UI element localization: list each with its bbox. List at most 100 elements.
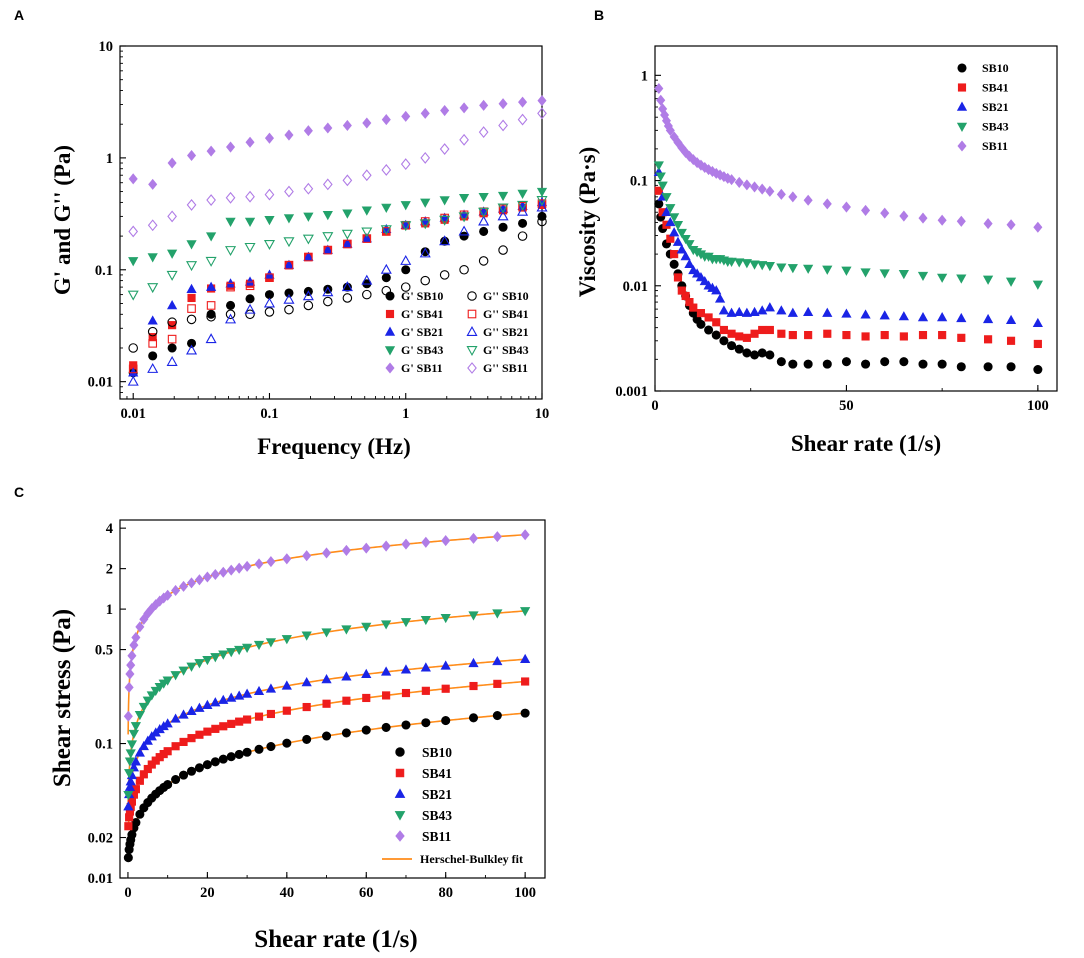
panel-c-point-sb11 <box>125 668 135 680</box>
panel-c-legend-label: SB43 <box>422 808 452 823</box>
panel-c-point-sb11 <box>123 710 133 722</box>
panel-c-point-sb10 <box>266 742 276 752</box>
panel-b-legend-label: SB41 <box>982 81 1009 95</box>
panel-a-point-g-loss-sb43 <box>166 270 178 281</box>
panel-c-point-sb43 <box>142 696 153 706</box>
panel-a-legend-label: G'' SB43 <box>483 343 529 357</box>
panel-b-point-sb10 <box>654 199 664 209</box>
panel-a-point-g-loss-sb11 <box>186 198 197 211</box>
panel-a-point-g-loss-sb11 <box>264 188 275 201</box>
panel-a-legend-marker <box>467 362 477 374</box>
panel-b-point-sb43 <box>749 260 760 270</box>
panel-a-point-g-storage-sb41 <box>187 293 196 303</box>
panel-a-legend-entry-g-storage-sb10: G' SB10 <box>385 289 443 303</box>
panel-a-y-tick-label: 1 <box>106 151 113 167</box>
panel-a-point-g-storage-sb11 <box>245 136 255 148</box>
panel-a-x-tick-label: 0.1 <box>260 406 278 422</box>
panel-a-point-g-loss-sb21 <box>439 235 451 246</box>
panel-a-legend-marker <box>385 362 395 374</box>
panel-a-point-g-loss-sb43 <box>341 229 353 240</box>
panel-a-point-g-storage-sb43 <box>225 217 236 227</box>
panel-a-point-g-loss-sb21 <box>478 215 490 226</box>
panel-a-point-g-loss-sb10 <box>439 270 450 280</box>
panel-b-plot-frame <box>654 45 1058 392</box>
panel-c-point-sb11 <box>266 556 276 568</box>
panel-a-point-g-loss-sb21 <box>205 333 217 344</box>
panel-letter-b: B <box>594 7 604 23</box>
panel-c-x-tick-label: 20 <box>200 885 215 901</box>
panel-a-y-tick-label: 0.01 <box>88 375 113 391</box>
panel-c-point-sb11 <box>421 536 431 548</box>
panel-a-point-g-loss-sb11 <box>342 174 353 187</box>
panel-b-point-sb21 <box>860 309 871 319</box>
panel-a-series-g-loss-sb21 <box>127 201 548 386</box>
panel-a-point-g-storage-sb43 <box>497 191 509 202</box>
panel-a-point-g-loss-sb41 <box>245 281 255 291</box>
panel-b-point-sb11 <box>742 179 752 191</box>
panel-b-legend-marker <box>957 140 967 152</box>
panel-c-point-sb21 <box>138 740 149 751</box>
panel-c-point-sb10 <box>202 760 212 770</box>
panel-a-y-tick-label: 0.1 <box>95 263 113 279</box>
panel-a-point-g-loss-sb43 <box>419 219 431 230</box>
panel-c-point-sb43 <box>281 635 292 645</box>
panel-a-point-g-storage-sb43 <box>400 201 411 211</box>
panel-b-point-sb43 <box>734 258 745 268</box>
panel-c-point-sb21 <box>381 666 392 676</box>
panel-a-point-g-loss-sb10 <box>147 326 158 337</box>
panel-a-point-g-storage-sb10 <box>167 343 177 353</box>
panel-c-point-sb11 <box>322 547 332 559</box>
panel-a-point-g-loss-sb41 <box>167 334 177 344</box>
panel-b-point-sb43 <box>956 274 967 284</box>
panel-b-point-sb21 <box>956 312 967 323</box>
panel-c-point-sb10 <box>171 774 181 785</box>
panel-b-point-sb41 <box>957 333 966 342</box>
panel-a-point-g-storage-sb10 <box>537 211 547 221</box>
panel-a-point-g-loss-sb43 <box>497 203 509 214</box>
panel-b-chart: 0 50 100 0.001 0.01 0.1 1 SB10 SB41 SB21 SB43 SB11… <box>575 45 1058 456</box>
panel-a-point-g-loss-sb21 <box>225 313 237 324</box>
panel-a-point-g-loss-sb43 <box>205 256 217 267</box>
panel-c-point-sb21 <box>202 699 213 709</box>
panel-c-legend-entry-sb43: SB43 <box>394 808 452 823</box>
panel-c-y-axis-title: Shear stress (Pa) <box>49 609 76 787</box>
panel-b-point-sb41 <box>704 313 713 322</box>
panel-a-legend-label: G' SB21 <box>401 325 443 339</box>
panel-b-point-sb11 <box>788 191 798 203</box>
panel-c-legend-entry-sb10: SB10 <box>395 745 452 760</box>
panel-a-point-g-storage-sb10 <box>187 338 197 348</box>
panel-c-point-sb43 <box>150 686 161 697</box>
panel-c-point-sb21 <box>520 653 531 664</box>
panel-b-point-sb21 <box>757 305 768 315</box>
panel-b-point-sb43 <box>655 172 666 182</box>
panel-a-point-g-loss-sb21 <box>127 375 139 386</box>
panel-a-y-tick-label: 10 <box>99 39 114 55</box>
panel-a-point-g-storage-sb43 <box>381 203 392 213</box>
panel-c-series-sb21 <box>123 653 531 811</box>
panel-b-point-sb41 <box>750 329 759 338</box>
panel-c-point-sb10 <box>302 734 312 744</box>
panel-c-point-sb11 <box>129 639 139 651</box>
panel-a-legend-entry-g-storage-sb21: G' SB21 <box>384 325 443 339</box>
panel-c-series-sb10 <box>123 708 530 863</box>
panel-a-point-g-loss-sb41 <box>128 364 138 374</box>
panel-c-point-sb43 <box>381 620 392 630</box>
panel-c-point-sb41 <box>187 734 196 743</box>
panel-c-point-sb11 <box>186 577 197 589</box>
panel-a-legend-entry-g-storage-sb43: G' SB43 <box>384 343 443 357</box>
panel-b-point-sb43 <box>764 261 775 272</box>
panel-c-point-sb41 <box>235 717 244 726</box>
panel-b-point-sb21 <box>841 308 852 318</box>
panel-b-point-sb41 <box>758 325 767 335</box>
panel-c-point-sb11 <box>282 553 292 565</box>
panel-b-point-sb41 <box>899 332 908 341</box>
panel-b-point-sb11 <box>684 150 694 162</box>
panel-a-point-g-storage-sb10 <box>459 231 469 241</box>
panel-a-point-g-storage-sb43 <box>478 192 489 203</box>
panel-a-legend-marker <box>467 291 477 301</box>
panel-c-x-tick-label: 0 <box>124 885 131 901</box>
panel-b-point-sb11 <box>1006 219 1016 231</box>
panel-c-legend-entry-sb41: SB41 <box>395 766 452 781</box>
panel-c-point-sb21 <box>321 674 332 684</box>
panel-a-point-g-loss-sb21 <box>380 263 392 274</box>
